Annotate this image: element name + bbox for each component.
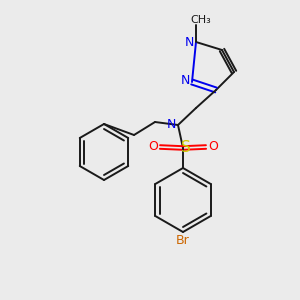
Text: S: S bbox=[181, 140, 191, 154]
Text: O: O bbox=[208, 140, 218, 152]
Text: N: N bbox=[166, 118, 176, 130]
Text: CH₃: CH₃ bbox=[190, 15, 212, 25]
Text: Br: Br bbox=[176, 233, 190, 247]
Text: N: N bbox=[180, 74, 190, 88]
Text: O: O bbox=[148, 140, 158, 152]
Text: N: N bbox=[184, 35, 194, 49]
